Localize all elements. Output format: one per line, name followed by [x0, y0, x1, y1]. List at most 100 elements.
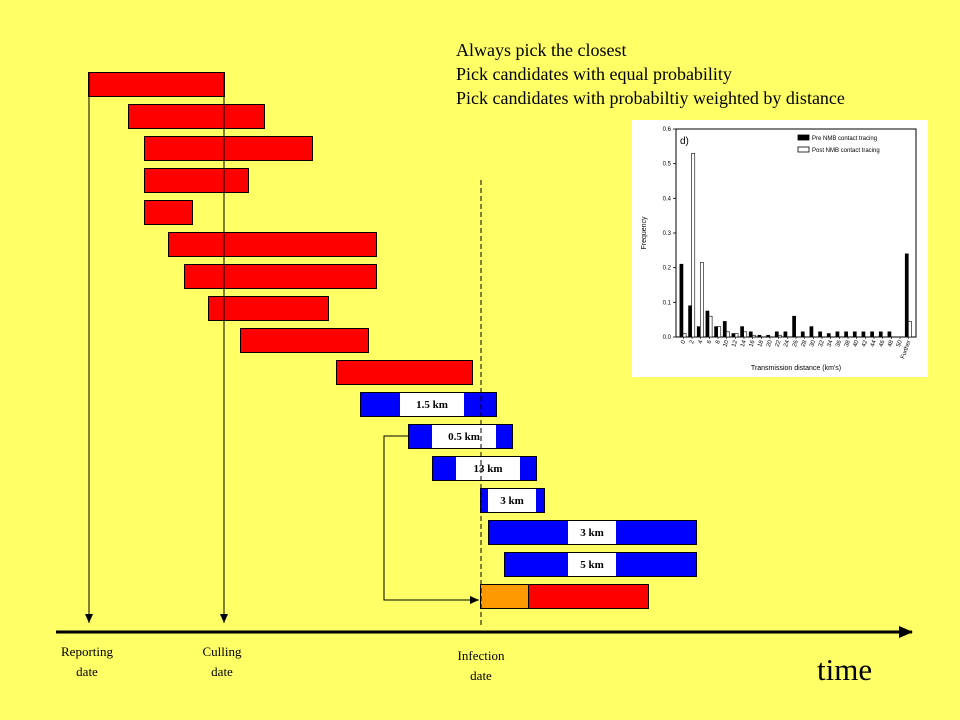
x-tick-label: 26 [792, 339, 800, 348]
bar-pre [818, 331, 822, 338]
bar-pre [688, 305, 692, 338]
bar-pre [878, 331, 883, 338]
bar-post [708, 315, 713, 338]
bar-pre [861, 331, 866, 338]
bar-post [908, 321, 912, 338]
bar-post [734, 333, 739, 338]
red-interval-bar [208, 296, 329, 321]
x-axis-label: Transmission distance (km's) [751, 365, 841, 372]
x-tick-label: 22 [775, 339, 783, 348]
legend-line-weighted: Pick candidates with probabiltiy weighte… [456, 88, 845, 108]
bar-pre [714, 326, 718, 338]
x-tick-label: 20 [766, 339, 774, 348]
bar-pre [826, 333, 831, 338]
bar-pre [679, 263, 684, 338]
y-axis-label: Frequency [641, 216, 648, 250]
bar-pre [757, 334, 762, 338]
legend-line-closest: Always pick the closest [456, 40, 627, 60]
bar-post [691, 152, 696, 338]
x-tick-label: 14 [740, 339, 748, 348]
infection-date-label: Infection date [457, 648, 505, 683]
bar-pre [852, 331, 857, 338]
bar-pre [904, 253, 909, 338]
bar-pre [696, 326, 701, 338]
legend-label-pre: Pre NMB contact tracing [812, 136, 877, 142]
bar-pre [800, 331, 805, 338]
y-tick-label: 0.2 [663, 266, 672, 272]
y-tick-label: 0.1 [663, 300, 672, 306]
x-tick-label: 18 [757, 339, 765, 348]
x-tick-label: 42 [861, 339, 869, 348]
bar-post [682, 333, 687, 338]
red-interval-bar [336, 360, 473, 385]
distance-label: 5 km [568, 553, 616, 576]
y-tick-label: 0.3 [663, 231, 672, 237]
y-tick-label: 0.4 [663, 196, 672, 202]
x-tick-label: 10 [723, 339, 731, 348]
bar-pre [774, 331, 779, 338]
bar-pre [722, 321, 727, 338]
bar-pre [766, 334, 770, 338]
bar-pre [705, 310, 710, 338]
bar-pre [809, 326, 814, 338]
y-tick-label: 0.6 [663, 127, 672, 133]
legend-swatch-pre [797, 134, 810, 141]
red-interval-bar [144, 136, 313, 161]
bar-pre [792, 315, 796, 338]
distance-label: 0.5 km [432, 425, 496, 448]
bar-pre [748, 331, 753, 338]
culling-date-label: Culling date [202, 644, 242, 679]
red-interval-bar [128, 104, 265, 129]
x-tick-label: 32 [818, 339, 826, 348]
bar-pre [740, 326, 744, 338]
x-tick-label: 24 [783, 339, 791, 348]
x-tick-label: 50 [896, 339, 904, 348]
bar-post [717, 326, 722, 338]
bar-post [743, 331, 748, 338]
x-tick-label: 44 [870, 339, 878, 348]
distance-label: 1.5 km [400, 393, 464, 416]
bar-pre [835, 331, 840, 338]
x-tick-label: 48 [887, 339, 895, 348]
reporting-date-label: Reporting date [61, 644, 113, 679]
distance-label: 3 km [488, 489, 536, 512]
x-tick-label: 12 [731, 339, 739, 348]
bar-post [778, 334, 782, 338]
red-interval-bar [184, 264, 377, 289]
x-tick-label: 8 [715, 339, 722, 345]
x-tick-label: 38 [844, 339, 852, 348]
legend-line-equal: Pick candidates with equal probability [456, 64, 732, 84]
bar-pre [844, 331, 848, 338]
x-tick-label: 4 [698, 339, 705, 345]
bar-pre [870, 331, 874, 338]
bar-post [726, 331, 730, 338]
legend-swatch-post [797, 146, 810, 153]
red-interval-bar [88, 72, 225, 97]
time-label: time [817, 652, 873, 687]
distance-label: 3 km [568, 521, 616, 544]
red-interval-bar [240, 328, 369, 353]
legend-label-post: Post NMB contact tracing [812, 148, 880, 154]
infected-bar-orange [480, 584, 529, 609]
method-legend: Always pick the closest Pick candidates … [456, 38, 845, 110]
plot-frame [675, 128, 917, 338]
x-tick-label: 0 [680, 339, 687, 345]
x-tick-label: 36 [835, 339, 843, 348]
bar-pre [783, 331, 788, 338]
x-tick-label: 40 [853, 339, 861, 348]
x-tick-label: 34 [827, 339, 835, 348]
panel-label: d) [680, 136, 689, 147]
bar-post [752, 334, 756, 338]
x-tick-label: 2 [689, 339, 696, 345]
y-tick-label: 0.5 [663, 162, 672, 168]
inset-histogram: d) Pre NMB contact tracing Post NMB cont… [632, 120, 928, 377]
distance-label: 13 km [456, 457, 520, 480]
x-tick-label: 28 [801, 339, 809, 348]
red-interval-bar [168, 232, 377, 257]
y-tick-label: 0.0 [663, 335, 672, 341]
x-tick-label: 6 [706, 339, 713, 345]
red-interval-bar [144, 168, 249, 193]
x-tick-label: 30 [809, 339, 817, 348]
x-tick-label: 46 [879, 339, 887, 348]
infected-bar-red [528, 584, 649, 609]
